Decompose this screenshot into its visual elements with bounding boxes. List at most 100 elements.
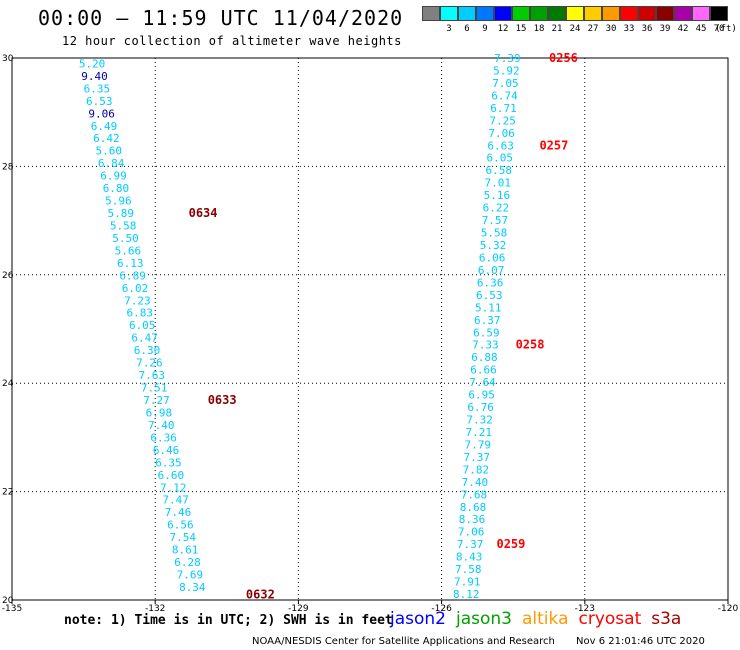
wave-height-value: 7.40 (462, 476, 489, 489)
wave-height-value: 6.35 (84, 82, 111, 95)
wave-height-value: 6.80 (103, 182, 129, 195)
wave-height-value: 6.56 (167, 519, 194, 532)
wave-height-value: 7.39 (494, 52, 521, 65)
wave-height-value: 6.98 (146, 406, 173, 419)
wave-height-value: 7.63 (138, 369, 165, 382)
legend-swatch (440, 6, 458, 21)
wave-height-value: 8.34 (179, 581, 206, 594)
x-tick-label: -126 (431, 604, 452, 614)
wave-height-value: 7.06 (488, 127, 515, 140)
page-title: 00:00 – 11:59 UTC 11/04/2020 (38, 6, 404, 30)
wave-height-value: 6.58 (486, 164, 512, 177)
footnote: note: 1) Time is in UTC; 2) SWH is in fe… (64, 613, 393, 628)
legend-label: 27 (587, 24, 599, 34)
wave-height-value: 9.06 (88, 107, 115, 120)
legend-swatch (710, 6, 728, 21)
wave-height-value: 6.07 (478, 264, 505, 277)
wave-height-value: 6.05 (486, 152, 513, 165)
wave-height-value: 6.06 (479, 251, 506, 264)
wave-height-value: 7.06 (458, 526, 485, 539)
wave-height-value: 5.89 (107, 207, 134, 220)
wave-height-value: 6.37 (474, 314, 501, 327)
wave-height-value: 5.16 (484, 189, 511, 202)
legend-swatch (602, 6, 620, 21)
pass-time-label: 0634 (189, 206, 218, 220)
y-tick-label: 26 (2, 271, 14, 281)
wave-height-value: 6.89 (119, 269, 145, 282)
wave-height-value: 7.27 (143, 394, 170, 407)
wave-height-value: 6.35 (155, 456, 182, 469)
wave-height-value: 6.99 (100, 170, 127, 183)
legend-label: 9 (482, 24, 488, 34)
y-tick-label: 28 (2, 162, 14, 172)
wave-height-value: 7.21 (465, 426, 492, 439)
wave-height-value: 7.37 (464, 451, 491, 464)
wave-height-value: 7.51 (141, 382, 168, 395)
wave-height-value: 5.32 (480, 239, 507, 252)
wave-height-value: 5.92 (493, 64, 519, 77)
legend-unit: (ft) (715, 24, 737, 34)
wave-height-value: 5.96 (105, 195, 132, 208)
wave-height-value: 6.76 (467, 401, 494, 414)
legend-label: 24 (569, 24, 581, 34)
pass-time-label: 0259 (496, 537, 525, 551)
legend-label: 70 (713, 24, 725, 34)
satellite-label-cryosat: cryosat (578, 609, 642, 629)
legend-swatch (494, 6, 512, 21)
wave-height-value: 7.54 (170, 531, 197, 544)
wave-height-value: 6.95 (468, 389, 495, 402)
wave-height-value: 7.32 (466, 414, 493, 427)
pass-time-label: 0258 (516, 338, 545, 352)
x-tick-label: -123 (575, 604, 595, 614)
satellite-label-s3a: s3a (651, 609, 682, 629)
wave-height-value: 7.46 (165, 506, 192, 519)
legend-label: 21 (551, 24, 563, 34)
legend-label: 12 (497, 24, 509, 34)
wave-height-value: 6.02 (122, 282, 149, 295)
wave-height-value: 8.36 (459, 513, 486, 526)
x-tick-label: -135 (2, 604, 22, 614)
page-subtitle: 12 hour collection of altimeter wave hei… (62, 34, 402, 48)
wave-height-value: 6.30 (134, 344, 161, 357)
generated-timestamp: Nov 6 21:01:46 UTC 2020 (576, 636, 705, 647)
wave-height-value: 5.11 (475, 301, 502, 314)
wave-height-value: 7.57 (482, 214, 509, 227)
wave-height-value: 6.22 (483, 202, 510, 215)
wave-height-value: 8.61 (172, 544, 199, 557)
pass-time-label: 0257 (539, 138, 568, 152)
wave-height-value: 7.91 (454, 576, 481, 589)
credit-text: NOAA/NESDIS Center for Satellite Applica… (252, 636, 555, 647)
y-tick-label: 22 (2, 488, 13, 498)
legend-swatch (530, 6, 548, 21)
wave-height-value: 7.68 (461, 488, 488, 501)
legend-swatch (638, 6, 656, 21)
wave-height-value: 6.84 (98, 157, 125, 170)
legend-label: 18 (533, 24, 545, 34)
wave-height-value: 7.12 (160, 481, 187, 494)
wave-height-value: 8.68 (460, 501, 487, 514)
legend-swatch (620, 6, 638, 21)
plot-frame (11, 57, 729, 601)
legend-label: 15 (515, 24, 527, 34)
wave-height-value: 5.60 (96, 145, 123, 158)
wave-height-value: 6.05 (129, 319, 156, 332)
y-tick-label: 30 (2, 54, 14, 64)
wave-height-value: 6.13 (117, 257, 144, 270)
wave-height-value: 6.63 (487, 139, 514, 152)
wave-height-value: 6.46 (153, 444, 180, 457)
wave-height-value: 6.53 (86, 95, 113, 108)
wave-height-value: 5.58 (110, 219, 137, 232)
wave-height-value: 7.23 (124, 294, 151, 307)
legend-swatch (548, 6, 566, 21)
wave-height-value: 7.79 (465, 438, 492, 451)
wave-height-value: 5.66 (115, 244, 142, 257)
satellite-legend: jason2 jason3 altika cryosat s3a (390, 609, 691, 629)
wave-height-value: 6.47 (131, 332, 158, 345)
pass-time-label: 0633 (208, 393, 237, 407)
legend-label: 39 (659, 24, 671, 34)
legend-label: 45 (695, 24, 707, 34)
wave-height-value: 7.37 (457, 538, 484, 551)
wave-height-value: 5.50 (112, 232, 138, 245)
wave-height-value: 6.53 (476, 289, 503, 302)
